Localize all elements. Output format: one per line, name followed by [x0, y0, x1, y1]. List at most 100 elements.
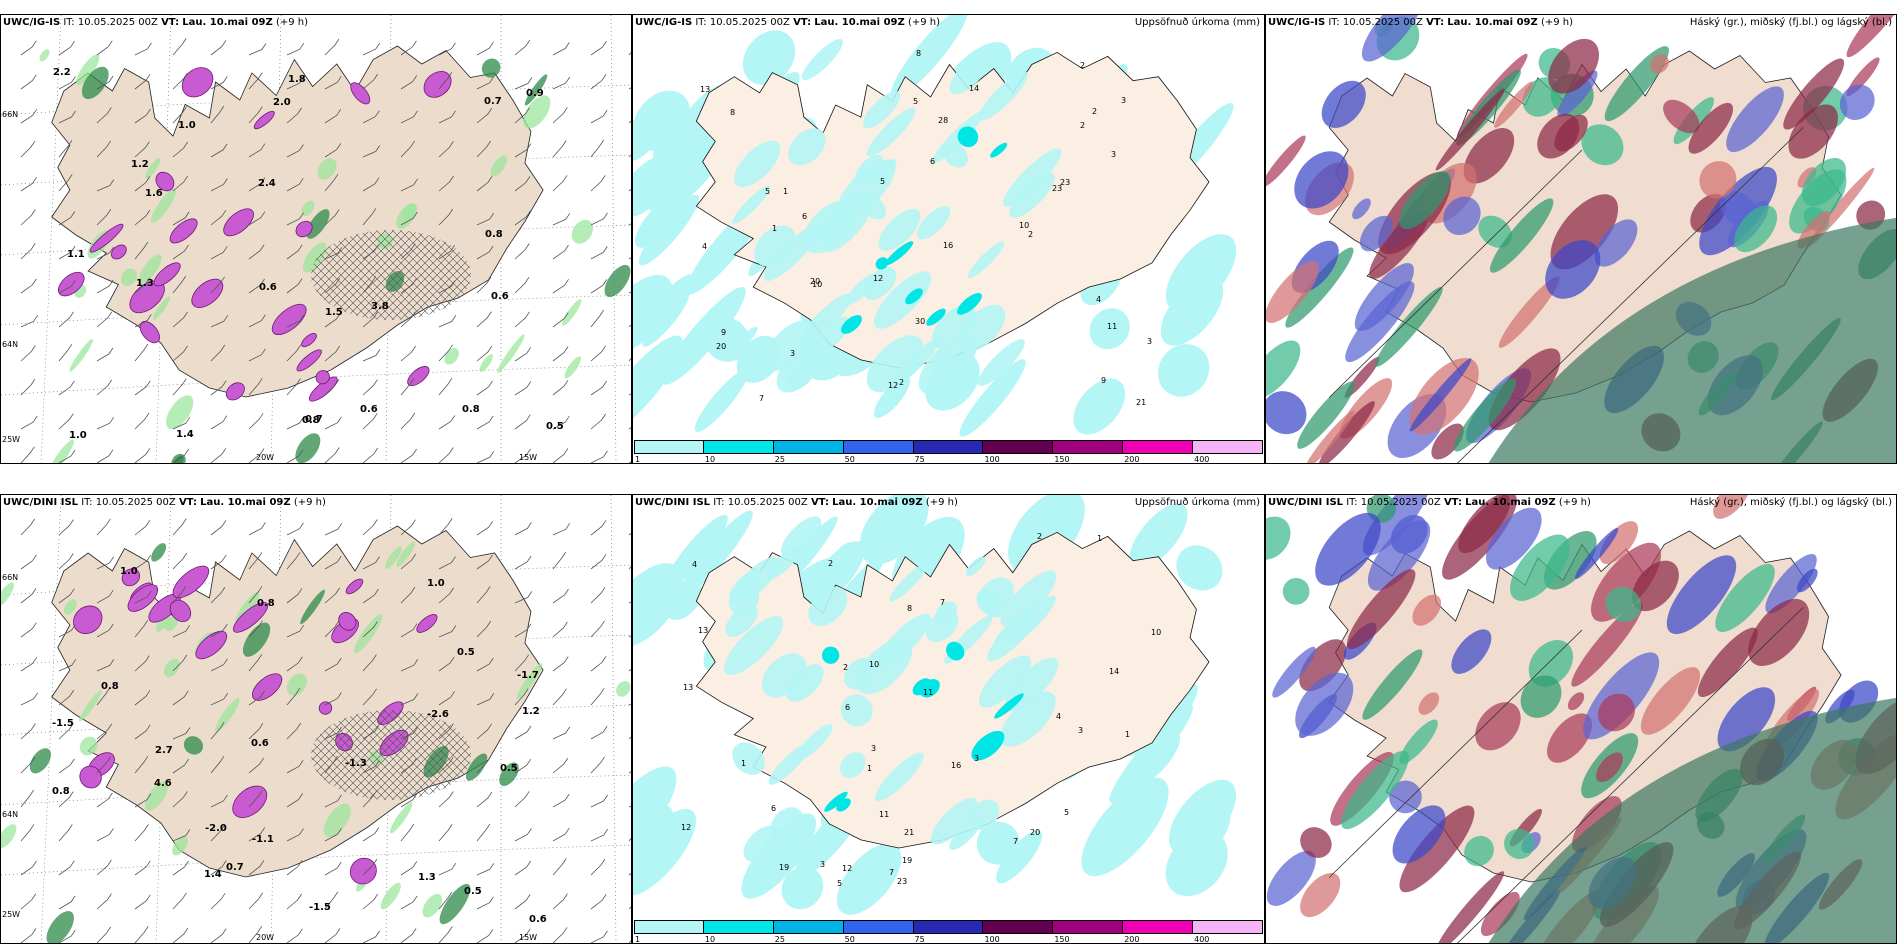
precip-shading: [770, 807, 804, 841]
wind-barb: [590, 894, 607, 910]
wind-barb: [590, 40, 607, 56]
colorbar-tick: 400: [1194, 455, 1210, 464]
lat-label-64: 64N: [2, 340, 19, 349]
precip-value: 14: [969, 84, 979, 93]
precip-shading: [767, 545, 802, 580]
precip-shading: [1073, 378, 1126, 435]
wind-barb: [172, 585, 187, 604]
cloud-shading: [1362, 649, 1423, 720]
lon-label-15: 15W: [519, 453, 538, 462]
colorbar-tick: 50: [844, 935, 855, 944]
lon-label-20: 20W: [256, 933, 275, 942]
wind-map: 0.8 3.8 2.2 0.6 1.8 2.4 1.6 0.7 1.0 0.5 1.1 0.8 2.0 1…: [1, 15, 631, 463]
wind-barb: [96, 379, 113, 396]
precip-value: 20: [810, 277, 820, 286]
precip-shading: [1009, 172, 1055, 218]
wind-barb: [476, 657, 494, 672]
wind-barb: [362, 930, 380, 943]
wind-barb: [514, 758, 532, 774]
wind-barb: [248, 314, 266, 328]
precip-shading: [840, 694, 873, 727]
cloud-map: [1266, 495, 1896, 943]
wind-barb: [324, 38, 340, 56]
precip-shading: [497, 334, 525, 373]
cloud-shading: [1431, 423, 1464, 460]
colorbar-frame: [634, 440, 1263, 454]
wind-barb: [590, 74, 607, 90]
cloud-shading: [1282, 577, 1310, 605]
wind-barb: [286, 344, 302, 362]
precip-shading: [859, 495, 929, 565]
precip-value: 5: [765, 187, 770, 196]
wind-barb: [438, 891, 453, 910]
cloud-shading: [1599, 521, 1639, 564]
cloud-shading: [1297, 381, 1355, 449]
precip-value: 5: [880, 177, 885, 186]
wind-barb: [286, 244, 303, 260]
wind-barb: [438, 42, 456, 56]
precip-shading: [306, 209, 330, 239]
instability-value: 0.6: [491, 291, 509, 302]
instability-shading: [169, 599, 192, 622]
wind-barb: [134, 755, 149, 774]
cloud-shading: [1418, 692, 1440, 715]
wind-barb: [58, 343, 73, 362]
panel-header: UWC/IG-IS IT: 10.05.2025 00Z VT: Lau. 10…: [635, 17, 940, 28]
precip-shading: [971, 730, 1005, 761]
instability-value: 1.2: [131, 159, 149, 170]
wind-barb: [400, 553, 417, 570]
instability-shading: [423, 71, 452, 98]
cloud-shading: [1272, 646, 1316, 698]
precip-shading: [1160, 276, 1224, 346]
wind-barb: [362, 349, 381, 362]
precip-shading: [384, 546, 402, 569]
precip-shading: [732, 185, 771, 224]
precip-shading: [215, 698, 240, 732]
wind-barb: [58, 689, 75, 706]
hatched-area: [311, 710, 471, 800]
instability-shading: [253, 110, 275, 130]
precip-shading: [353, 614, 383, 654]
wind-barb: [134, 343, 149, 362]
wind-barb: [400, 623, 418, 638]
wind-barb: [172, 518, 187, 536]
precip-shading: [564, 356, 582, 379]
precip-shading: [380, 882, 401, 910]
precip-shading: [1007, 595, 1056, 645]
wind-barb: [20, 243, 36, 260]
wind-barb: [96, 623, 114, 638]
wind-barb: [476, 620, 492, 638]
wind-barb: [58, 895, 76, 910]
cloud-shading: [1545, 240, 1601, 299]
colorbar-tick: 75: [914, 935, 925, 944]
wind-barb: [438, 71, 453, 90]
wind-barb: [324, 143, 342, 158]
wind-barb: [248, 378, 263, 396]
wind-barb: [58, 659, 77, 672]
wind-barb: [134, 209, 151, 226]
precip-value: 1: [741, 759, 746, 768]
precip-value: 11: [923, 688, 933, 697]
wind-barb: [438, 344, 453, 362]
wind-barb: [476, 41, 494, 56]
wind-barb: [96, 40, 113, 56]
panel-wind-bottom: UWC/DINI ISL IT: 10.05.2025 00Z VT: Lau.…: [0, 494, 632, 944]
precip-value: 13: [700, 85, 710, 94]
wind-barb: [58, 449, 76, 463]
precip-shading: [156, 613, 171, 632]
wind-barb: [58, 140, 73, 158]
cloud-shading: [1575, 527, 1619, 579]
wind-barb: [324, 828, 342, 842]
wind-barb: [248, 925, 263, 943]
panel-header: UWC/IG-IS IT: 10.05.2025 00Z VT: Lau. 10…: [1268, 17, 1573, 28]
wind-barb: [134, 74, 151, 90]
wind-barb: [172, 860, 189, 876]
instability-value: 0.6: [259, 282, 277, 293]
wind-barb: [514, 276, 530, 294]
precip-shading: [1135, 732, 1181, 784]
precip-shading: [930, 797, 978, 845]
instability-value: -1.1: [252, 834, 274, 845]
instability-shading: [232, 785, 268, 818]
precip-value: 6: [802, 212, 807, 221]
cloud-shading: [1392, 805, 1446, 864]
